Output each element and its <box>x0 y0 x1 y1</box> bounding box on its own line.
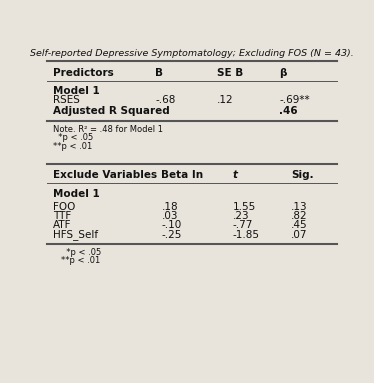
Text: Model 1: Model 1 <box>53 86 100 96</box>
Text: Self-reported Depressive Symptomatology; Excluding FOS (N = 43).: Self-reported Depressive Symptomatology;… <box>30 49 353 58</box>
Text: FOO: FOO <box>53 202 75 212</box>
Text: β: β <box>279 68 287 78</box>
Text: **p < .01: **p < .01 <box>53 142 92 151</box>
Text: .23: .23 <box>233 211 249 221</box>
Text: t: t <box>233 170 238 180</box>
Text: Sig.: Sig. <box>291 170 313 180</box>
Text: .18: .18 <box>162 202 178 212</box>
Text: .12: .12 <box>217 95 234 105</box>
Text: .46: .46 <box>279 106 298 116</box>
Text: -.77: -.77 <box>233 220 253 230</box>
Text: -.25: -.25 <box>162 230 182 240</box>
Text: Exclude Variables: Exclude Variables <box>53 170 157 180</box>
Text: .03: .03 <box>162 211 178 221</box>
Text: HFS_Self: HFS_Self <box>53 229 98 240</box>
Text: Predictors: Predictors <box>53 68 114 78</box>
Text: -.69**: -.69** <box>279 95 310 105</box>
Text: 1.55: 1.55 <box>233 202 256 212</box>
Text: Model 1: Model 1 <box>53 189 100 199</box>
Text: -1.85: -1.85 <box>233 230 260 240</box>
Text: .82: .82 <box>291 211 307 221</box>
Text: RSES: RSES <box>53 95 80 105</box>
Text: Note. R² = .48 for Model 1: Note. R² = .48 for Model 1 <box>53 124 163 134</box>
Text: -.10: -.10 <box>162 220 182 230</box>
Text: .45: .45 <box>291 220 307 230</box>
Text: -.68: -.68 <box>155 95 176 105</box>
Text: Adjusted R Squared: Adjusted R Squared <box>53 106 170 116</box>
Text: TTF: TTF <box>53 211 71 221</box>
Text: Beta In: Beta In <box>162 170 203 180</box>
Text: B: B <box>155 68 163 78</box>
Text: SE B: SE B <box>217 68 243 78</box>
Text: ATF: ATF <box>53 220 71 230</box>
Text: *p < .05: *p < .05 <box>53 133 93 142</box>
Text: .07: .07 <box>291 230 307 240</box>
Text: **p < .01: **p < .01 <box>61 256 100 265</box>
Text: .13: .13 <box>291 202 307 212</box>
Text: *p < .05: *p < .05 <box>61 248 101 257</box>
